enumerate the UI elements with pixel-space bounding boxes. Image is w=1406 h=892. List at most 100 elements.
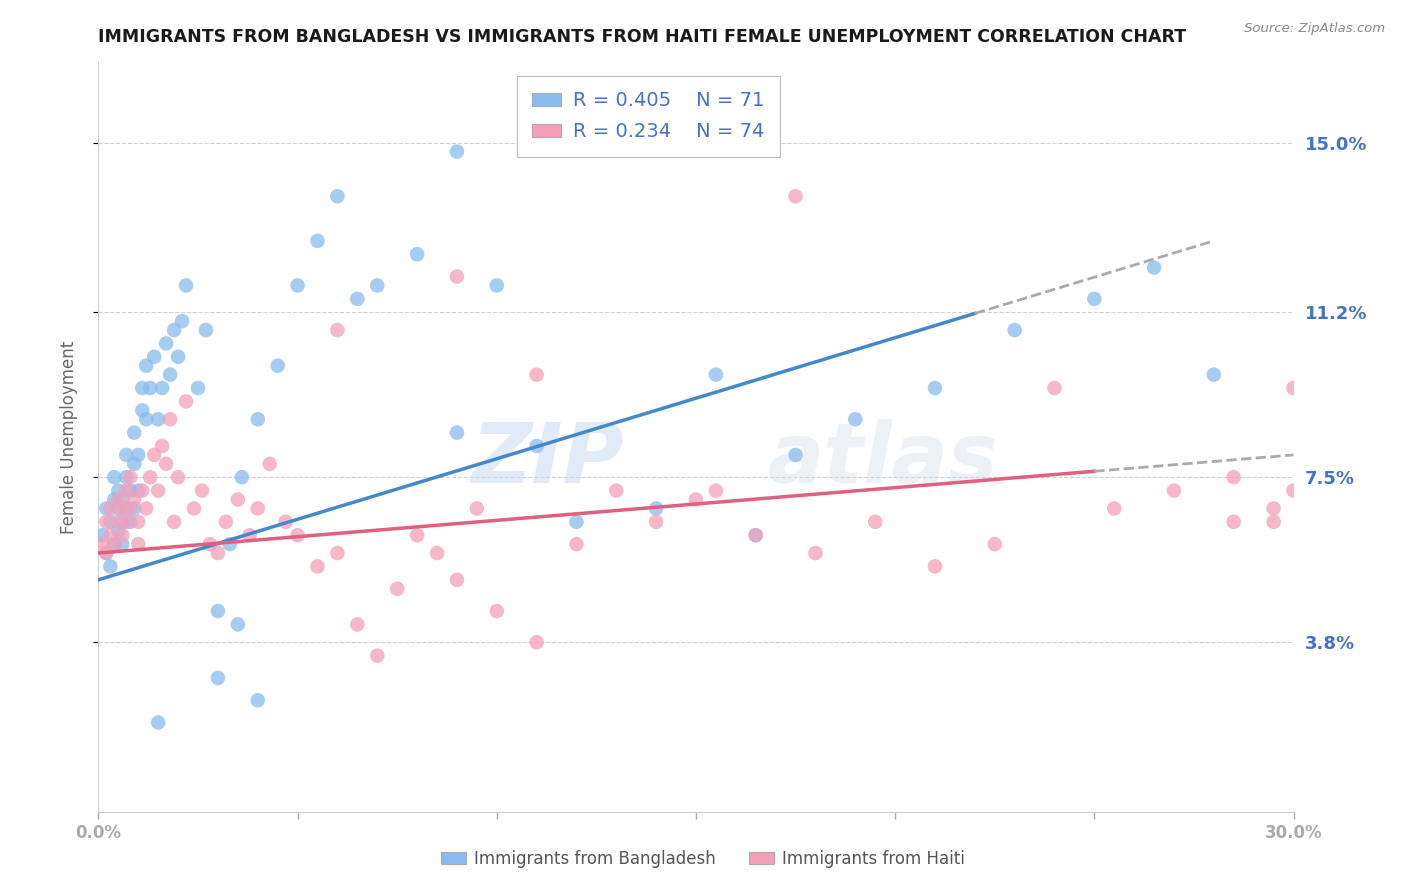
- Point: [143, 448, 166, 462]
- Point: [98, 515, 122, 529]
- Point: [131, 483, 153, 498]
- Point: [346, 292, 368, 306]
- Legend: Immigrants from Bangladesh, Immigrants from Haiti: Immigrants from Bangladesh, Immigrants f…: [434, 844, 972, 875]
- Point: [107, 524, 129, 538]
- Point: [135, 501, 157, 516]
- Point: [148, 715, 170, 730]
- Point: [183, 501, 205, 516]
- Point: [326, 546, 349, 560]
- Point: [127, 537, 149, 551]
- Point: [366, 278, 388, 293]
- Point: [187, 381, 209, 395]
- Point: [645, 501, 668, 516]
- Point: [127, 448, 149, 462]
- Point: [131, 381, 153, 395]
- Point: [326, 323, 349, 337]
- Point: [124, 492, 146, 507]
- Point: [246, 501, 269, 516]
- Point: [565, 515, 588, 529]
- Point: [446, 425, 468, 440]
- Point: [346, 617, 368, 632]
- Point: [1143, 260, 1166, 275]
- Point: [246, 693, 269, 707]
- Point: [96, 515, 118, 529]
- Point: [426, 546, 449, 560]
- Point: [107, 483, 129, 498]
- Point: [155, 336, 177, 351]
- Point: [704, 483, 727, 498]
- Point: [195, 323, 218, 337]
- Point: [226, 617, 249, 632]
- Point: [174, 394, 197, 409]
- Point: [107, 515, 129, 529]
- Point: [1202, 368, 1225, 382]
- Point: [159, 412, 181, 426]
- Point: [804, 546, 827, 560]
- Point: [127, 483, 149, 498]
- Point: [865, 515, 887, 529]
- Point: [1282, 381, 1305, 395]
- Point: [91, 537, 114, 551]
- Point: [107, 501, 129, 516]
- Point: [131, 403, 153, 417]
- Point: [406, 247, 429, 261]
- Point: [115, 448, 138, 462]
- Point: [267, 359, 290, 373]
- Point: [385, 582, 409, 596]
- Point: [150, 439, 173, 453]
- Point: [565, 537, 588, 551]
- Point: [326, 189, 349, 203]
- Point: [111, 528, 134, 542]
- Point: [366, 648, 388, 663]
- Point: [274, 515, 297, 529]
- Point: [115, 515, 138, 529]
- Point: [924, 559, 946, 574]
- Point: [120, 501, 142, 516]
- Point: [124, 425, 146, 440]
- Text: ZIP: ZIP: [471, 419, 624, 500]
- Point: [115, 501, 138, 516]
- Point: [120, 470, 142, 484]
- Point: [924, 381, 946, 395]
- Point: [103, 537, 125, 551]
- Point: [287, 278, 309, 293]
- Point: [103, 470, 125, 484]
- Point: [565, 100, 588, 114]
- Point: [150, 381, 173, 395]
- Point: [1263, 515, 1285, 529]
- Point: [124, 457, 146, 471]
- Point: [685, 492, 707, 507]
- Point: [139, 381, 162, 395]
- Point: [111, 492, 134, 507]
- Point: [226, 492, 249, 507]
- Point: [103, 492, 125, 507]
- Point: [198, 537, 221, 551]
- Point: [246, 412, 269, 426]
- Point: [124, 501, 146, 516]
- Point: [605, 483, 627, 498]
- Point: [207, 546, 229, 560]
- Point: [111, 501, 134, 516]
- Point: [127, 515, 149, 529]
- Point: [167, 350, 190, 364]
- Point: [167, 470, 190, 484]
- Point: [598, 113, 620, 128]
- Point: [139, 470, 162, 484]
- Point: [446, 145, 468, 159]
- Point: [526, 368, 548, 382]
- Legend: R = 0.405    N = 71, R = 0.234    N = 74: R = 0.405 N = 71, R = 0.234 N = 74: [516, 76, 780, 157]
- Point: [645, 515, 668, 529]
- Point: [135, 412, 157, 426]
- Point: [120, 515, 142, 529]
- Point: [148, 483, 170, 498]
- Point: [163, 515, 186, 529]
- Point: [98, 528, 122, 542]
- Point: [446, 573, 468, 587]
- Point: [1163, 483, 1185, 498]
- Point: [446, 269, 468, 284]
- Point: [135, 359, 157, 373]
- Point: [844, 412, 866, 426]
- Point: [485, 278, 508, 293]
- Point: [111, 515, 134, 529]
- Text: Source: ZipAtlas.com: Source: ZipAtlas.com: [1244, 22, 1385, 36]
